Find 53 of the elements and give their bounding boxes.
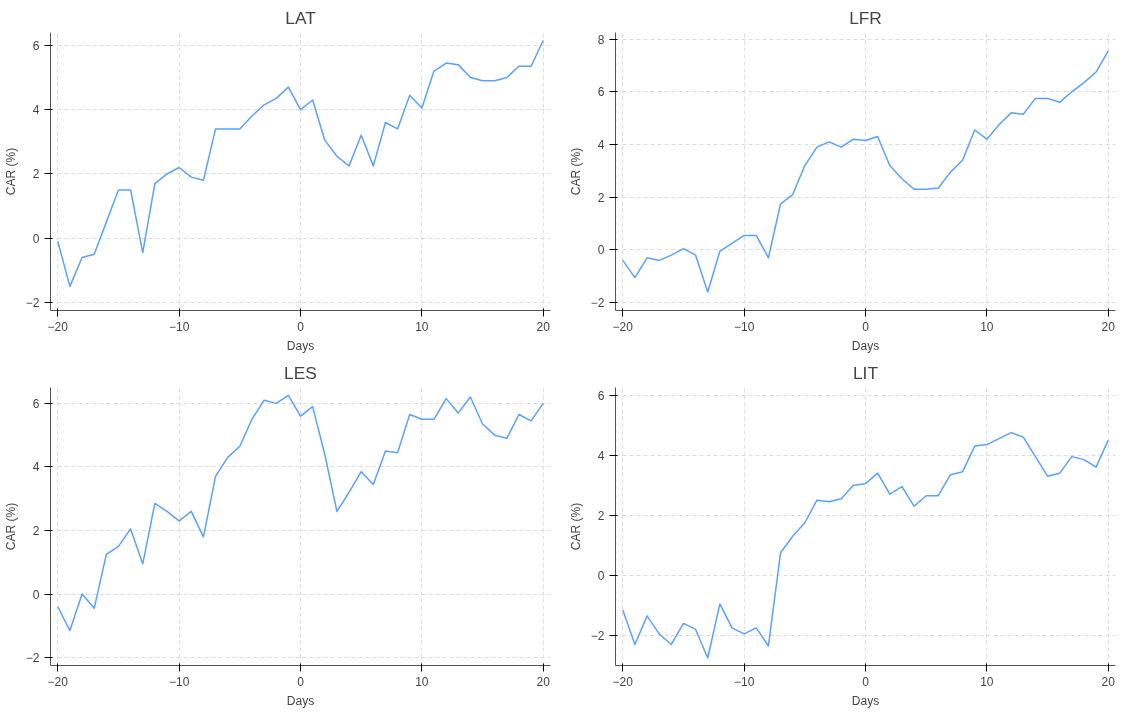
x-axis-title: Days bbox=[286, 338, 315, 353]
y-axis-title: CAR (%) bbox=[568, 147, 583, 196]
y-tick-label: 4 bbox=[597, 448, 605, 463]
y-tick-label: 2 bbox=[32, 167, 40, 182]
x-tick-label: 20 bbox=[536, 674, 551, 689]
x-tick-label: −10 bbox=[733, 674, 755, 689]
y-tick-label: 4 bbox=[32, 103, 40, 118]
y-tick-label: 0 bbox=[32, 587, 40, 602]
y-tick-label: −2 bbox=[25, 295, 40, 310]
chart-title: LAT bbox=[285, 7, 317, 28]
x-axis-title: Days bbox=[851, 693, 880, 708]
x-tick-label: −10 bbox=[733, 319, 755, 334]
y-tick-label: 4 bbox=[597, 137, 605, 152]
x-tick-label: 20 bbox=[536, 319, 551, 334]
y-axis-title: CAR (%) bbox=[3, 502, 18, 551]
x-tick-label: −10 bbox=[168, 674, 190, 689]
x-tick-label: 20 bbox=[1101, 319, 1116, 334]
y-tick-label: 0 bbox=[597, 568, 605, 583]
y-tick-label: −2 bbox=[590, 296, 605, 311]
y-tick-label: 6 bbox=[597, 85, 605, 100]
y-tick-label: 2 bbox=[597, 190, 605, 205]
x-tick-label: 0 bbox=[862, 674, 870, 689]
y-axis-title: CAR (%) bbox=[568, 502, 583, 551]
x-tick-label: 10 bbox=[980, 674, 994, 689]
chart-title: LES bbox=[284, 362, 317, 383]
x-tick-label: −20 bbox=[47, 674, 69, 689]
x-tick-label: 0 bbox=[297, 674, 305, 689]
x-axis-title: Days bbox=[851, 338, 880, 353]
y-tick-label: −2 bbox=[590, 628, 605, 643]
y-tick-label: 2 bbox=[32, 523, 40, 538]
x-tick-label: 0 bbox=[862, 319, 870, 334]
chart-title: LFR bbox=[849, 7, 882, 28]
x-tick-label: −20 bbox=[612, 319, 634, 334]
y-tick-label: 6 bbox=[32, 396, 40, 411]
y-tick-label: 4 bbox=[32, 460, 40, 475]
y-tick-label: 6 bbox=[32, 38, 40, 53]
x-tick-label: −20 bbox=[47, 319, 69, 334]
x-tick-label: 0 bbox=[297, 319, 305, 334]
y-tick-label: −2 bbox=[25, 651, 40, 666]
y-axis-title: CAR (%) bbox=[3, 147, 18, 196]
y-tick-label: 0 bbox=[32, 231, 40, 246]
x-tick-label: 10 bbox=[415, 674, 429, 689]
y-tick-label: 8 bbox=[597, 32, 605, 47]
x-tick-label: 10 bbox=[980, 319, 994, 334]
chart-title: LIT bbox=[852, 362, 879, 383]
x-tick-label: 10 bbox=[415, 319, 429, 334]
x-tick-label: 20 bbox=[1101, 674, 1116, 689]
y-tick-label: 6 bbox=[597, 388, 605, 403]
x-tick-label: −20 bbox=[612, 674, 634, 689]
y-tick-label: 0 bbox=[597, 243, 605, 258]
x-tick-label: −10 bbox=[168, 319, 190, 334]
x-axis-title: Days bbox=[286, 693, 315, 708]
y-tick-label: 2 bbox=[597, 508, 605, 523]
